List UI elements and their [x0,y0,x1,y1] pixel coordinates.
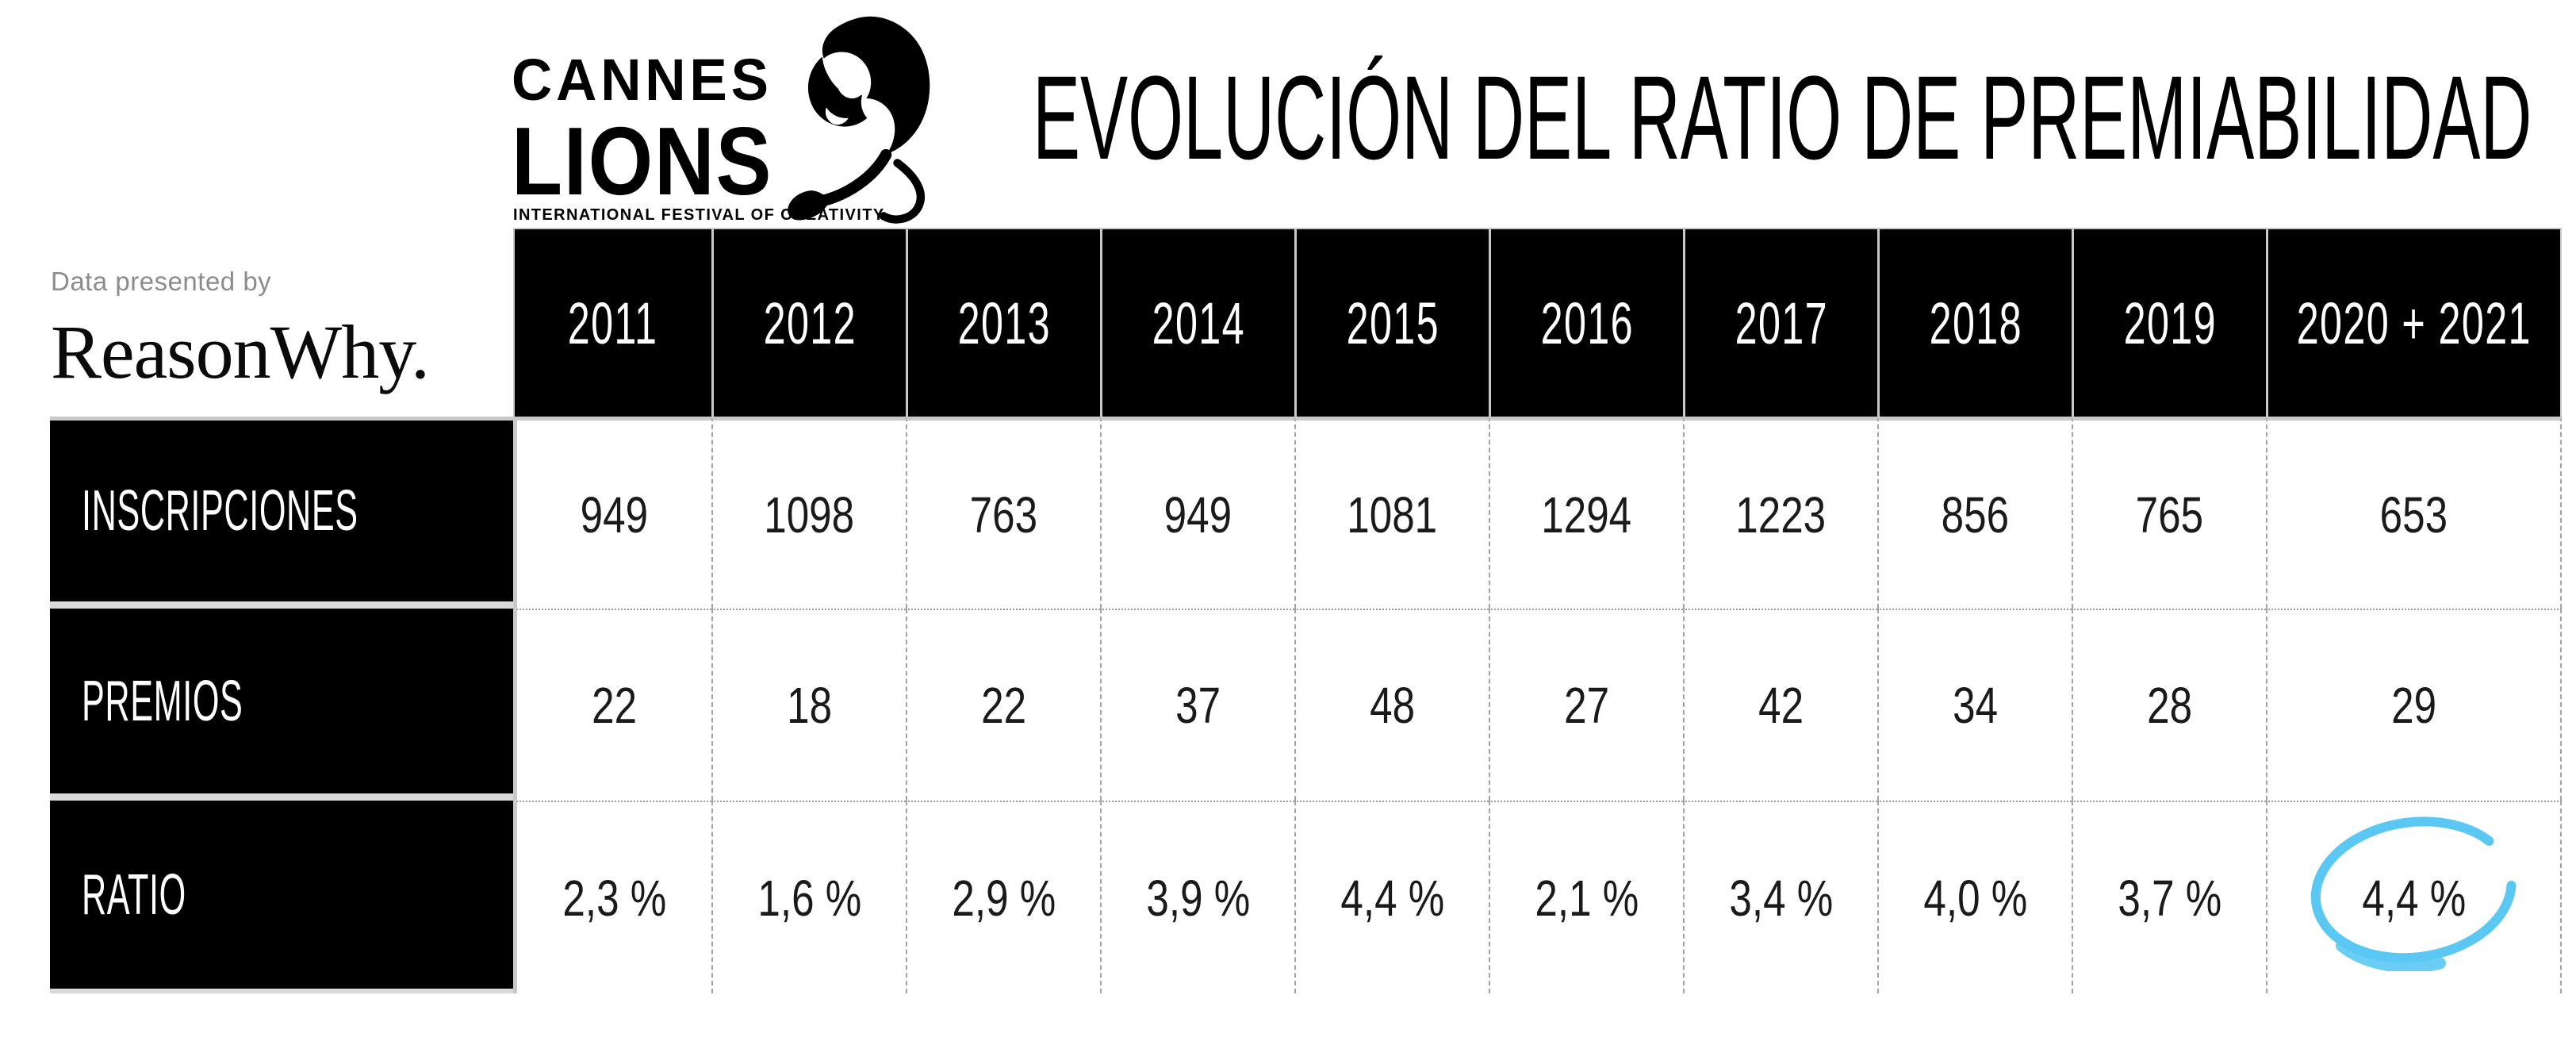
value-cell: 1098 [711,417,906,609]
year-header-cell: 2013 [906,228,1100,417]
row-label-text: INSCRIPCIONES [82,479,358,543]
value-cell: 18 [711,609,906,801]
value-text: 765 [2135,486,2204,544]
value-text: 27 [1564,677,1609,734]
value-cell: 3,7 % [2072,801,2266,993]
year-header-label: 2011 [568,290,658,356]
value-text: 4,0 % [1923,869,2027,927]
value-text: 34 [1953,677,1998,734]
page-title: EVOLUCIÓN DEL RATIO DE PREMIABILIDAD [1033,51,2532,184]
value-cell: 1223 [1683,417,1877,609]
header-spacer [50,228,513,417]
value-text: 22 [592,677,637,734]
value-text: 3,9 % [1146,869,1250,927]
year-header-cell: 2014 [1100,228,1294,417]
value-cell: 42 [1683,609,1877,801]
row-label-inscripciones: INSCRIPCIONES [50,417,513,609]
value-text: 2,3 % [562,869,666,927]
year-header-cell: 2017 [1683,228,1877,417]
year-header-cell: 2015 [1294,228,1489,417]
year-header-cell: 2019 [2072,228,2266,417]
year-header-label: 2014 [1152,290,1245,356]
value-cell: 3,4 % [1683,801,1877,993]
value-text: 22 [981,677,1026,734]
year-header-label: 2018 [1929,290,2022,356]
value-cell: 3,9 % [1100,801,1294,993]
value-cell: 653 [2266,417,2562,609]
value-cell: 1,6 % [711,801,906,993]
row-label-text: RATIO [82,862,186,927]
presented-by-block: Data presented by ReasonWhy. [51,267,495,390]
year-header-label: 2016 [1540,290,1634,356]
row-label-ratio: RATIO [50,801,513,993]
value-cell: 2,9 % [906,801,1100,993]
value-text: 18 [787,677,832,734]
value-text: 3,7 % [2118,869,2221,927]
value-text: 763 [969,486,1038,544]
year-header-cell: 2016 [1489,228,1683,417]
value-text: 653 [2379,486,2448,544]
value-cell: 34 [1877,609,2072,801]
value-cell: 856 [1877,417,2072,609]
value-cell: 949 [513,417,711,609]
row-label-text: PREMIOS [82,669,243,733]
value-text: 4,4 % [1340,869,1444,927]
year-header-label: 2012 [763,290,857,356]
value-text: 37 [1175,677,1221,734]
value-text: 2,9 % [952,869,1056,927]
value-cell: 763 [906,417,1100,609]
year-header-cell: 2012 [711,228,906,417]
value-cell: 1081 [1294,417,1489,609]
value-cell: 949 [1100,417,1294,609]
value-cell: 27 [1489,609,1683,801]
value-text: 3,4 % [1729,869,1833,927]
value-cell: 4,4 % [1294,801,1489,993]
value-cell: 29 [2266,609,2562,801]
value-cell: 2,3 % [513,801,711,993]
lion-icon [788,16,930,224]
value-text: 949 [580,486,649,544]
value-cell: 22 [513,609,711,801]
value-text: 1098 [764,486,855,544]
year-header-label: 2019 [2123,290,2217,356]
brand-reasonwhy: ReasonWhy. [51,309,430,394]
value-text: 1081 [1347,486,1438,544]
year-header-label: 2015 [1346,290,1439,356]
value-text: 1223 [1735,486,1827,544]
value-cell: 4,0 % [1877,801,2072,993]
value-text: 1,6 % [757,869,861,927]
value-text: 29 [2391,677,2436,734]
row-label-premios: PREMIOS [50,609,513,801]
value-cell: 28 [2072,609,2266,801]
value-text: 949 [1163,486,1232,544]
value-cell: 2,1 % [1489,801,1683,993]
value-cell: 4,4 % [2266,801,2562,993]
value-text: 1294 [1541,486,1632,544]
value-text: 28 [2147,677,2192,734]
value-text: 48 [1370,677,1415,734]
year-header-label: 2017 [1735,290,1828,356]
value-cell: 37 [1100,609,1294,801]
value-cell: 48 [1294,609,1489,801]
value-cell: 1294 [1489,417,1683,609]
ratio-table: 2011 2012 2013 2014 2015 2016 2017 2018 2019 2020… [50,228,2562,993]
value-cell: 765 [2072,417,2266,609]
logo-cannes-text: CANNES [512,47,772,113]
value-cell: 22 [906,609,1100,801]
value-text: 42 [1758,677,1804,734]
cannes-lions-logo: CANNES LIONS INTERNATIONAL FESTIVAL OF C… [512,11,940,233]
presented-by-label: Data presented by [51,267,272,296]
year-header-label: 2020 + 2021 [2296,290,2532,356]
value-text: 4,4 % [2362,869,2466,927]
value-text: 2,1 % [1535,869,1639,927]
year-header-label: 2013 [957,290,1051,356]
year-header-cell: 2018 [1877,228,2072,417]
value-text: 856 [1941,486,2010,544]
year-header-cell: 2011 [513,228,711,417]
year-header-cell: 2020 + 2021 [2266,228,2562,417]
logo-lions-text: LIONS [512,107,773,215]
